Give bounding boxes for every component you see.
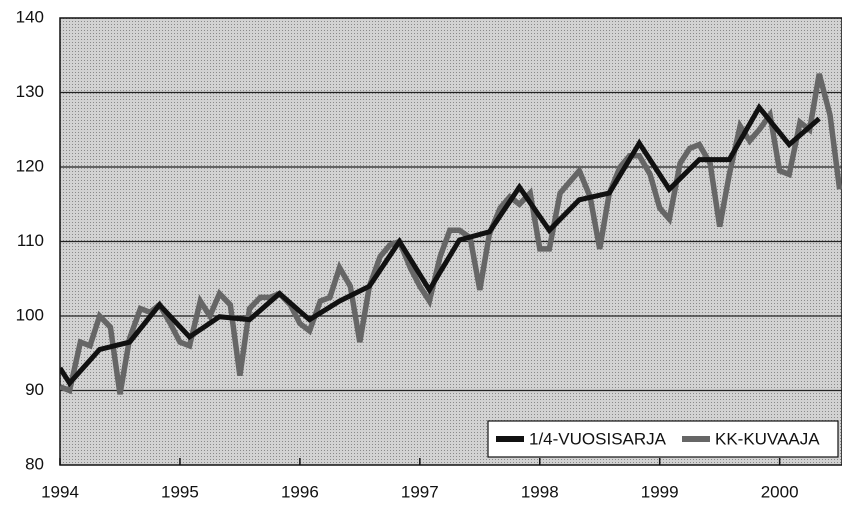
y-tick-label: 140: [16, 7, 44, 26]
plot-lines: [60, 73, 842, 395]
x-tick-label: 1995: [161, 482, 199, 501]
series-line: [60, 102, 821, 388]
y-tick-label: 110: [17, 231, 44, 250]
legend-box: [487, 420, 839, 458]
y-tick-label: 80: [25, 454, 44, 473]
series-line: [60, 73, 842, 395]
y-tick-label: 130: [16, 82, 44, 101]
legend-label: 1/4-VUOSISARJA: [529, 429, 667, 448]
x-tick-label: 2000: [761, 482, 799, 501]
y-tick-label: 90: [25, 380, 44, 399]
x-tick-label: 1997: [401, 482, 439, 501]
y-tick-label: 100: [16, 305, 44, 324]
legend-label: KK-KUVAAJA: [715, 429, 820, 448]
x-tick-label: 1994: [41, 482, 79, 501]
y-tick-label: 120: [16, 156, 44, 175]
x-tick-label: 1998: [521, 482, 559, 501]
x-tick-label: 1999: [641, 482, 679, 501]
x-tick-label: 1996: [281, 482, 319, 501]
